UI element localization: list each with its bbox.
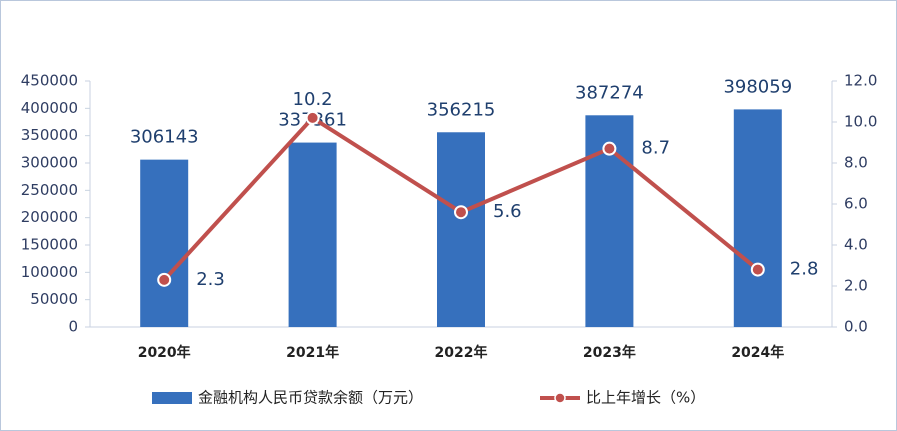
y-tick-label: 200000 [21, 208, 78, 226]
y-tick-label: 100000 [21, 263, 78, 281]
bar [140, 159, 189, 327]
bar [733, 109, 782, 328]
y2-tick-label: 12.0 [844, 72, 877, 90]
y2-tick-label: 8.0 [844, 154, 868, 172]
x-tick-label: 2024年 [731, 344, 784, 361]
y-tick-label: 0 [68, 318, 78, 336]
line-marker [157, 272, 172, 287]
x-tick-label: 2021年 [286, 344, 339, 361]
legend-swatch-marker [554, 392, 566, 404]
y-tick-label: 450000 [21, 72, 78, 90]
bar-value-label: 306143 [130, 127, 199, 148]
y-tick-label: 150000 [21, 236, 78, 254]
x-tick-label: 2022年 [435, 344, 488, 361]
line-value-label: 2.8 [790, 259, 819, 280]
y2-tick-label: 2.0 [844, 277, 868, 295]
bar [288, 142, 337, 327]
line-value-label: 8.7 [641, 138, 670, 159]
y2-tick-label: 6.0 [844, 195, 868, 213]
line-marker [750, 262, 765, 277]
legend-label: 金融机构人民币贷款余额（万元） [198, 389, 423, 407]
line-value-label: 5.6 [493, 201, 522, 222]
bar-value-label: 387274 [575, 82, 644, 103]
y-tick-label: 250000 [21, 181, 78, 199]
bar-value-label: 398059 [723, 76, 792, 97]
x-tick-label: 2020年 [138, 344, 191, 361]
y-tick-label: 350000 [21, 126, 78, 144]
y-tick-label: 50000 [30, 290, 78, 308]
bar-value-label: 356215 [427, 99, 496, 120]
line-marker [454, 205, 468, 220]
legend-swatch [152, 392, 192, 404]
y2-tick-label: 4.0 [844, 236, 868, 254]
bar [437, 132, 485, 327]
line-marker [305, 110, 320, 125]
x-tick-label: 2023年 [583, 344, 636, 361]
y-tick-label: 400000 [21, 99, 78, 117]
legend-label: 比上年增长（%） [586, 389, 705, 407]
y2-tick-label: 0.0 [844, 318, 868, 336]
y-tick-label: 300000 [21, 154, 78, 172]
line-marker [602, 141, 617, 156]
line-value-label: 10.2 [293, 89, 333, 110]
y2-tick-label: 10.0 [844, 113, 877, 131]
line-value-label: 2.3 [196, 269, 225, 290]
